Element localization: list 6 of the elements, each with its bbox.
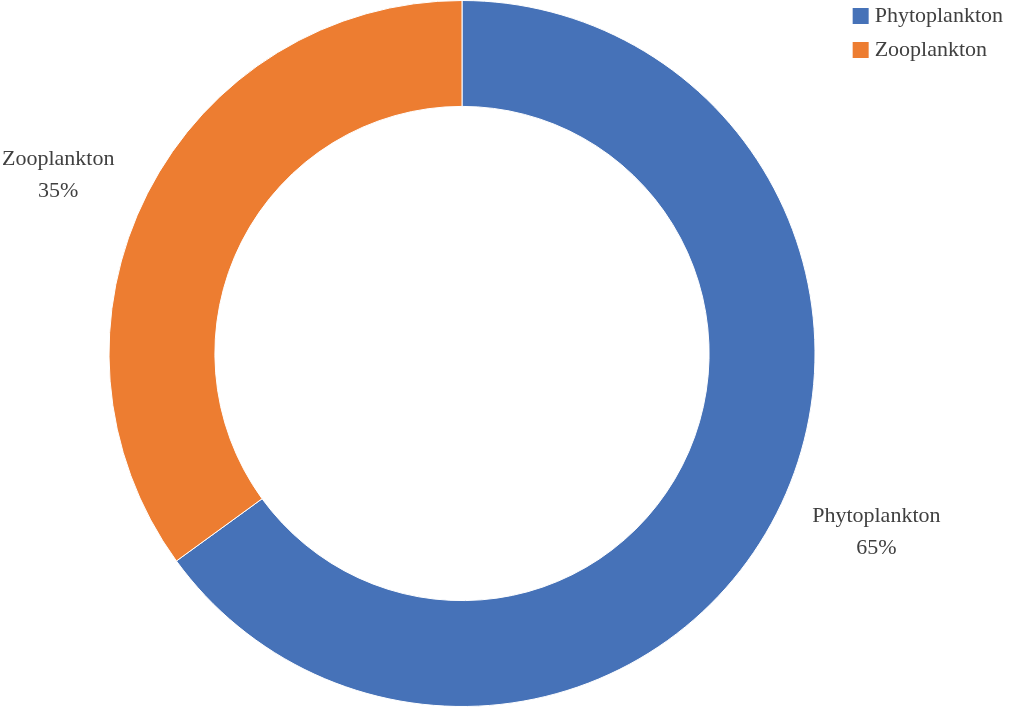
slice-label: Zooplankton (2, 144, 115, 170)
data-label: 35% (38, 176, 79, 202)
slice-label: Phytoplankton (812, 501, 941, 527)
data-label: 65% (856, 533, 897, 559)
legend-label: Phytoplankton (874, 1, 1004, 27)
legend-label: Zooplankton (874, 35, 988, 61)
